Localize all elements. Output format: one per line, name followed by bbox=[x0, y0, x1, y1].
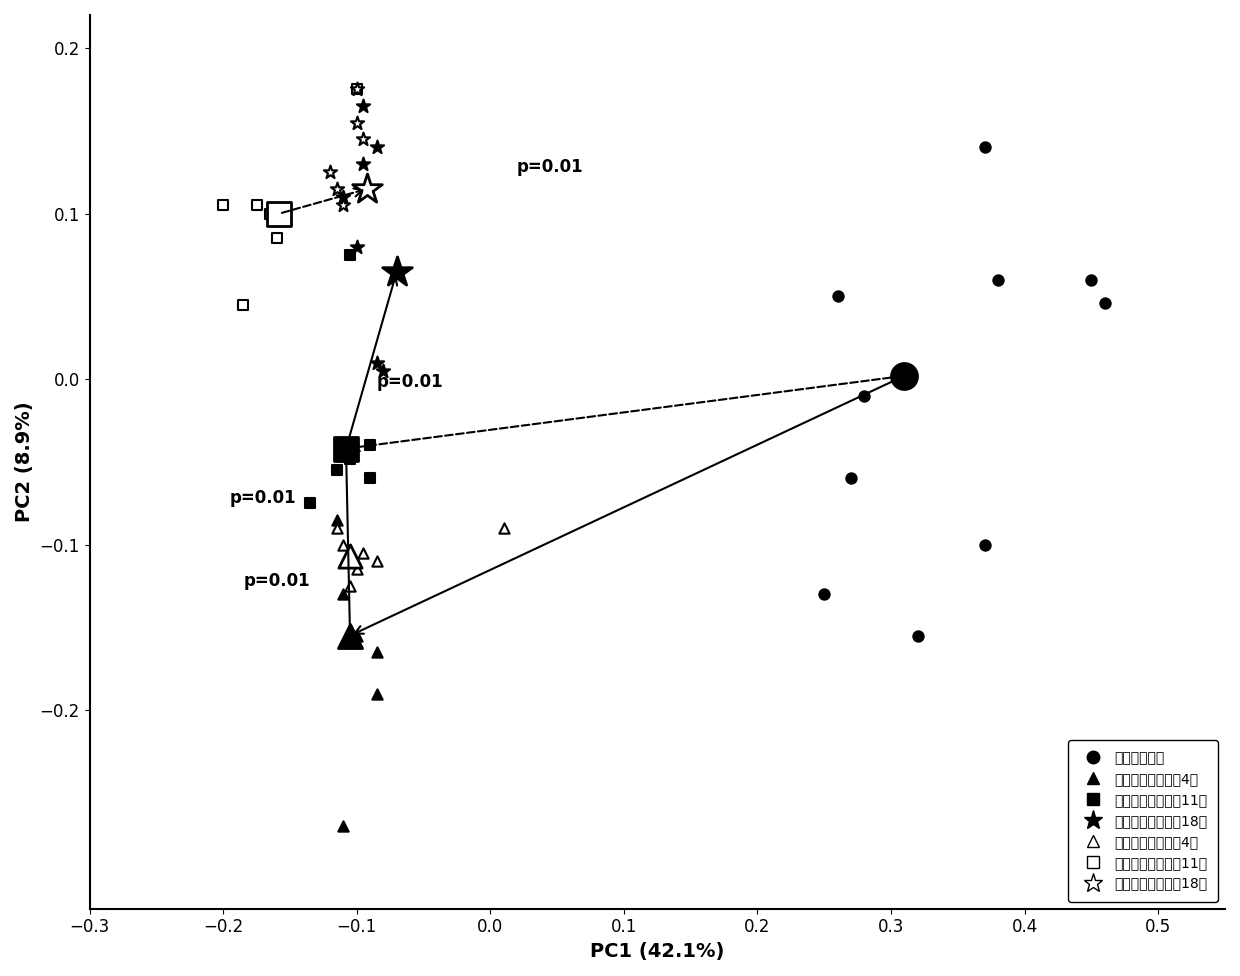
Point bbox=[260, 206, 280, 222]
Point bbox=[373, 363, 393, 379]
Point bbox=[1095, 295, 1115, 310]
Legend: 抗生素使用后, 对照组停用抗生琂4天, 对照组停用抗生琂11天, 对照组停用抗生琂18天, 移植组停用抗生琂4天, 移植组停用抗生琂11天, 移植组停用抗生琂1: 抗生素使用后, 对照组停用抗生琂4天, 对照组停用抗生琂11天, 对照组停用抗生… bbox=[1068, 740, 1218, 902]
Point bbox=[988, 272, 1008, 288]
Point bbox=[247, 197, 267, 213]
Point bbox=[233, 297, 253, 312]
Point bbox=[326, 520, 346, 536]
Text: p=0.01: p=0.01 bbox=[243, 572, 310, 590]
Point bbox=[353, 545, 373, 560]
Point bbox=[353, 99, 373, 114]
Point bbox=[267, 230, 286, 246]
Point bbox=[213, 197, 233, 213]
Point bbox=[334, 197, 353, 213]
Point bbox=[347, 82, 367, 98]
Point bbox=[326, 463, 346, 478]
Point bbox=[975, 537, 994, 552]
Point bbox=[827, 289, 847, 305]
Point bbox=[841, 470, 861, 486]
Point bbox=[494, 520, 513, 536]
Point bbox=[353, 156, 373, 172]
Point bbox=[854, 387, 874, 403]
Text: p=0.01: p=0.01 bbox=[229, 489, 296, 508]
Point bbox=[908, 628, 928, 643]
Point bbox=[340, 451, 360, 467]
Y-axis label: PC2 (8.9%): PC2 (8.9%) bbox=[15, 401, 33, 522]
Point bbox=[367, 354, 387, 370]
Point bbox=[367, 140, 387, 155]
Point bbox=[347, 239, 367, 255]
Point bbox=[334, 537, 353, 552]
Point bbox=[340, 247, 360, 263]
Text: p=0.01: p=0.01 bbox=[517, 158, 584, 177]
Point bbox=[269, 206, 289, 222]
Point bbox=[353, 132, 373, 147]
Point bbox=[360, 437, 379, 453]
X-axis label: PC1 (42.1%): PC1 (42.1%) bbox=[590, 942, 724, 961]
Point bbox=[340, 628, 360, 643]
Point bbox=[347, 628, 367, 643]
Point bbox=[1081, 272, 1101, 288]
Point bbox=[367, 553, 387, 569]
Point bbox=[340, 578, 360, 593]
Point bbox=[367, 686, 387, 702]
Point bbox=[894, 368, 914, 384]
Point bbox=[975, 140, 994, 155]
Point bbox=[815, 587, 835, 602]
Point bbox=[334, 189, 353, 205]
Point bbox=[320, 164, 340, 180]
Point bbox=[326, 512, 346, 528]
Point bbox=[340, 549, 360, 564]
Point bbox=[387, 264, 407, 279]
Point bbox=[334, 818, 353, 834]
Point bbox=[360, 470, 379, 486]
Point bbox=[326, 181, 346, 196]
Point bbox=[347, 82, 367, 98]
Point bbox=[347, 115, 367, 131]
Point bbox=[334, 587, 353, 602]
Point bbox=[336, 441, 356, 457]
Text: p=0.01: p=0.01 bbox=[377, 374, 444, 391]
Point bbox=[367, 644, 387, 660]
Point bbox=[300, 496, 320, 511]
Point bbox=[347, 561, 367, 577]
Point bbox=[357, 181, 377, 196]
